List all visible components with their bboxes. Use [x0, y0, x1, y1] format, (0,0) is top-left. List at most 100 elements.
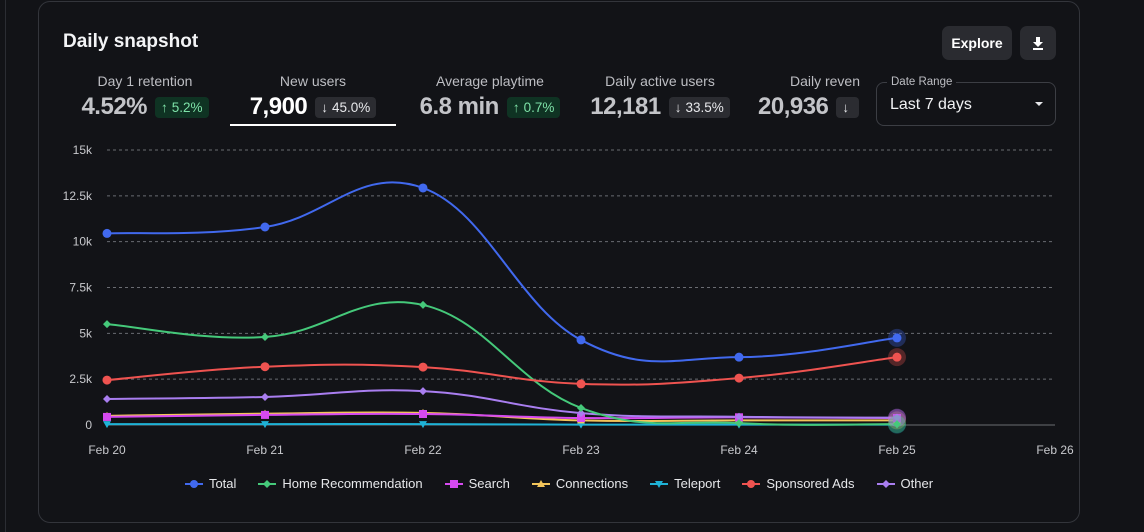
data-point-total: [576, 335, 586, 345]
download-icon: [1033, 36, 1043, 50]
data-point-other: [893, 413, 901, 422]
daily-snapshot-card: [38, 1, 1080, 523]
tab-label: Daily reven: [789, 73, 860, 89]
line-chart: 0 2.5k 5k 7.5k 10k 12.5k 15k Feb 20 Feb 21 Feb 22…: [63, 143, 1074, 457]
tab-value: 4.52%: [81, 93, 148, 120]
arrow-down-icon: ↓: [321, 99, 329, 115]
y-tick-label: 7.5k: [69, 281, 93, 295]
change-badge: ↑ 5.2%: [155, 96, 209, 118]
data-point-teleport: [419, 421, 427, 429]
legend-swatch-icon: [444, 479, 463, 488]
legend-label: Other: [900, 476, 934, 491]
arrow-down-icon: ↓: [674, 99, 682, 115]
y-tick-label: 2.5k: [69, 372, 93, 386]
series-line-total: [106, 181, 898, 363]
x-tick-label: Feb 26: [1036, 443, 1074, 457]
data-point-sponsored: [734, 373, 744, 383]
series-line-other: [106, 389, 898, 419]
page-edge-line: [5, 0, 6, 532]
y-tick-label: 10k: [73, 235, 93, 249]
data-point-total: [260, 222, 270, 232]
data-point-search: [103, 412, 111, 421]
change-badge: ↓: [836, 96, 860, 118]
data-point-home: [735, 419, 743, 428]
date-range-value: Last 7 days: [890, 96, 972, 113]
y-tick-label: 12.5k: [63, 189, 93, 203]
legend-marker: [655, 480, 664, 488]
legend-item-connections[interactable]: Connections: [531, 476, 629, 491]
tab-day-1-retention[interactable]: Day 1 retention 4.52% ↑ 5.2%: [62, 66, 228, 128]
legend-swatch-icon: [742, 479, 761, 488]
legend-label: Total: [208, 476, 237, 491]
x-tick-label: Feb 22: [404, 443, 442, 457]
legend-label: Connections: [555, 476, 629, 491]
data-point-sponsored: [102, 375, 112, 385]
caret-down-icon: [1035, 102, 1043, 106]
tab-average-playtime[interactable]: Average playtime 6.8 min ↑ 0.7%: [402, 66, 578, 128]
data-point-home: [419, 300, 427, 309]
data-point-teleport: [103, 421, 111, 429]
legend-item-home[interactable]: Home Recommendation: [258, 476, 423, 491]
tab-new-users[interactable]: New users 7,900 ↓ 45.0%: [230, 66, 396, 128]
change-value: 45.0%: [332, 99, 371, 115]
tab-label: New users: [279, 73, 347, 89]
change-badge: ↓ 45.0%: [315, 96, 377, 118]
legend-marker: [881, 479, 890, 488]
data-point-total: [892, 333, 902, 343]
data-point-sponsored: [892, 352, 902, 362]
tab-value: 7,900: [249, 93, 308, 120]
legend-swatch-icon: [184, 479, 203, 488]
series-line-home: [106, 301, 898, 426]
tab-label: Daily active users: [605, 73, 715, 89]
change-value: 0.7%: [523, 99, 555, 115]
legend-swatch-icon: [258, 479, 277, 488]
data-point-home: [261, 333, 269, 341]
arrow-up-icon: ↑: [512, 99, 520, 115]
legend-label: Teleport: [674, 476, 721, 491]
legend-marker: [747, 479, 756, 488]
tab-value: 12,181: [590, 93, 661, 120]
change-badge: ↑ 0.7%: [506, 96, 561, 118]
legend-swatch-icon: [650, 480, 669, 488]
arrow-up-icon: ↑: [161, 99, 168, 115]
legend-item-teleport[interactable]: Teleport: [650, 476, 720, 491]
legend-label: Sponsored Ads: [766, 476, 855, 491]
legend-swatch-icon: [876, 479, 895, 488]
data-point-sponsored: [260, 362, 270, 372]
tab-daily-revenue[interactable]: Daily reven 20,936 ↓: [756, 66, 862, 128]
data-point-home: [103, 320, 111, 329]
metric-tabs: Day 1 retention 4.52% ↑ 5.2% New users 7,…: [62, 66, 862, 130]
x-tick-label: Feb 23: [562, 443, 600, 457]
tab-daily-active-users[interactable]: Daily active users 12,181 ↓ 33.5%: [582, 66, 738, 128]
data-point-home: [893, 420, 901, 429]
explore-button[interactable]: Explore: [942, 26, 1012, 60]
data-point-other: [261, 392, 269, 401]
legend-label: Home Recommendation: [282, 476, 423, 491]
y-tick-label: 5k: [79, 326, 93, 340]
y-tick-label: 0: [85, 418, 92, 432]
date-range-select[interactable]: Date Range Last 7 days: [876, 76, 1056, 126]
data-point-total: [102, 228, 112, 238]
data-point-search: [261, 410, 269, 419]
active-tab-indicator: [230, 124, 396, 126]
data-point-sponsored: [418, 362, 428, 372]
data-point-home: [577, 403, 585, 412]
series-line-sponsored: [106, 356, 898, 386]
y-tick-label: 15k: [73, 143, 93, 157]
data-point-search: [419, 410, 427, 418]
change-value: 5.2%: [171, 99, 203, 115]
data-point-total: [734, 352, 744, 362]
legend-item-search[interactable]: Search: [444, 476, 510, 491]
data-point-teleport: [261, 421, 269, 429]
data-point-total: [418, 183, 428, 193]
data-point-other: [103, 394, 111, 403]
data-point-other: [577, 409, 585, 418]
card-title: Daily snapshot: [63, 31, 199, 52]
x-tick-label: Feb 21: [246, 443, 284, 457]
download-button[interactable]: [1020, 26, 1056, 60]
legend-item-other[interactable]: Other: [876, 476, 934, 491]
legend-item-total[interactable]: Total: [184, 476, 237, 491]
change-badge: ↓ 33.5%: [668, 96, 730, 118]
data-point-other: [419, 387, 427, 396]
legend-item-sponsored[interactable]: Sponsored Ads: [742, 476, 855, 491]
